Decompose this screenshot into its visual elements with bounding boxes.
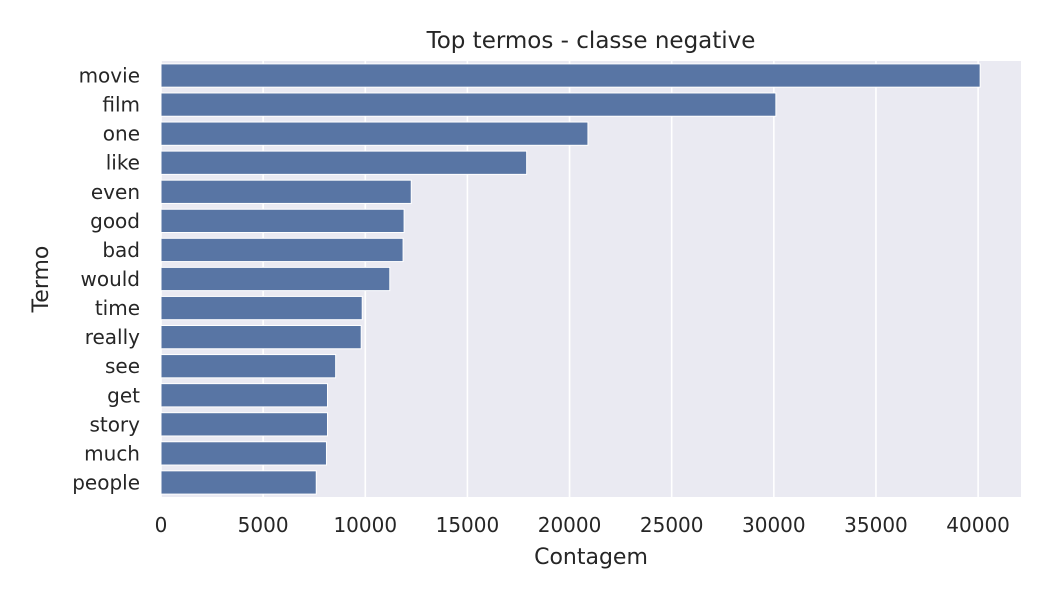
y-tick-label: one (103, 122, 140, 146)
y-tick-label: bad (102, 238, 140, 262)
y-tick-label: people (72, 470, 140, 494)
bar-get (160, 383, 328, 408)
y-tick-label: story (89, 412, 140, 436)
y-tick-label: like (106, 151, 140, 175)
bar-like (160, 150, 528, 175)
bar-one (160, 121, 589, 146)
bar-story (160, 412, 328, 437)
y-tick-label: movie (79, 64, 140, 88)
y-tick-label: really (85, 325, 140, 349)
x-tick-label: 15000 (436, 513, 500, 537)
y-tick-label: good (90, 209, 140, 233)
y-tick-label: would (80, 267, 140, 291)
bar-movie (160, 63, 981, 88)
y-axis-label: Termo (29, 246, 54, 314)
bar-film (160, 92, 777, 117)
x-tick-label: 25000 (640, 513, 704, 537)
bars (160, 63, 981, 495)
bar-really (160, 325, 362, 350)
y-tick-labels: movie film one like even good bad would time real… (72, 64, 140, 495)
y-tick-label: even (91, 180, 140, 204)
x-tick-label: 30000 (742, 513, 806, 537)
y-tick-label: film (102, 93, 140, 117)
x-tick-label: 5000 (238, 513, 289, 537)
x-tick-label: 20000 (538, 513, 602, 537)
bar-bad (160, 237, 404, 263)
y-tick-label: time (95, 296, 140, 320)
y-tick-label: get (107, 383, 140, 407)
bar-even (160, 179, 412, 204)
x-tick-label: 40000 (946, 513, 1010, 537)
x-axis-label: Contagem (534, 545, 648, 570)
chart-title: Top termos - classe negative (426, 28, 756, 54)
bar-time (160, 295, 363, 321)
x-tick-labels: 0 5000 10000 15000 20000 25000 30000 35000 40000 (155, 513, 1010, 537)
y-tick-label: much (84, 441, 140, 465)
bar-good (160, 208, 405, 233)
x-tick-label: 35000 (844, 513, 908, 537)
y-tick-label: see (105, 354, 140, 378)
bar-would (160, 266, 391, 292)
x-tick-label: 10000 (333, 513, 397, 537)
bar-much (160, 441, 327, 466)
bar-people (160, 470, 317, 495)
bar-see (160, 354, 337, 379)
x-tick-label: 0 (155, 513, 168, 537)
